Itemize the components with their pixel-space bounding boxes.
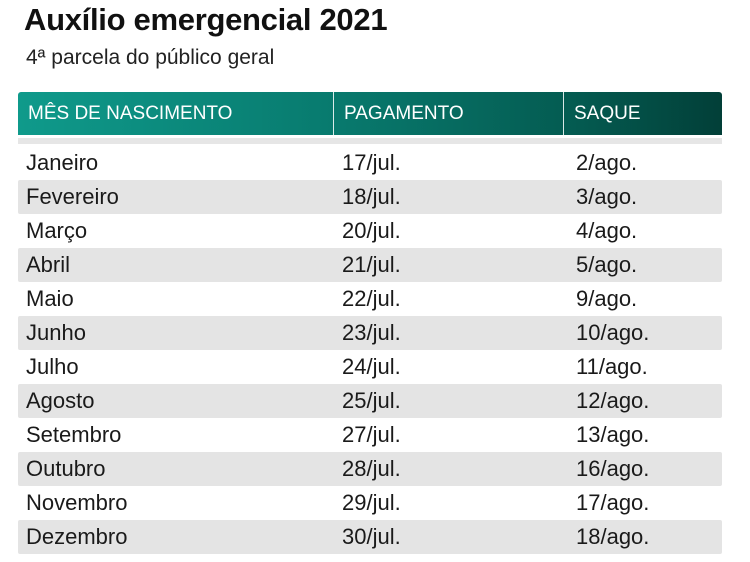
cell-withdrawal-date: 17/ago. [576,490,650,515]
table-row: Maio 22/jul. 9/ago. [18,282,722,316]
table-row: Agosto 25/jul. 12/ago. [18,384,722,418]
cell-birth-month: Junho [26,320,86,345]
table-row: Dezembro 30/jul. 18/ago. [18,520,722,554]
cell-withdrawal-date: 12/ago. [576,388,650,413]
table-row: Janeiro 17/jul. 2/ago. [18,146,722,180]
cell-birth-month: Julho [26,354,79,379]
table-row: Junho 23/jul. 10/ago. [18,316,722,350]
table-row: Abril 21/jul. 5/ago. [18,248,722,282]
table-row: Novembro 29/jul. 17/ago. [18,486,722,520]
cell-withdrawal-date: 18/ago. [576,524,650,549]
cell-birth-month: Janeiro [26,150,99,175]
table-row: Fevereiro 18/jul. 3/ago. [18,180,722,214]
cell-birth-month: Março [26,218,88,243]
cell-withdrawal-date: 13/ago. [576,422,650,447]
cell-birth-month: Outubro [26,456,106,481]
cell-birth-month: Novembro [26,490,128,515]
cell-payment-date: 17/jul. [342,150,401,175]
cell-withdrawal-date: 5/ago. [576,252,638,277]
cell-birth-month: Dezembro [26,524,128,549]
cell-payment-date: 28/jul. [342,456,401,481]
column-header-birth-month: MÊS DE NASCIMENTO [18,92,334,135]
cell-birth-month: Setembro [26,422,122,447]
cell-payment-date: 22/jul. [342,286,401,311]
table-header: MÊS DE NASCIMENTO PAGAMENTO SAQUE [18,92,722,135]
cell-birth-month: Abril [26,252,71,277]
cell-payment-date: 20/jul. [342,218,401,243]
page-subtitle: 4ª parcela do público geral [26,46,275,69]
cell-withdrawal-date: 9/ago. [576,286,638,311]
cell-birth-month: Maio [26,286,74,311]
cell-withdrawal-date: 3/ago. [576,184,638,209]
cell-payment-date: 24/jul. [342,354,401,379]
cell-payment-date: 27/jul. [342,422,401,447]
cell-payment-date: 23/jul. [342,320,401,345]
cell-withdrawal-date: 16/ago. [576,456,650,481]
cell-payment-date: 29/jul. [342,490,401,515]
table-row: Março 20/jul. 4/ago. [18,214,722,248]
cell-birth-month: Agosto [26,388,95,413]
cell-withdrawal-date: 11/ago. [576,354,648,379]
cell-payment-date: 25/jul. [342,388,401,413]
cell-withdrawal-date: 2/ago. [576,150,638,175]
page-title: Auxílio emergencial 2021 [24,2,388,37]
cell-withdrawal-date: 10/ago. [576,320,650,345]
cell-birth-month: Fevereiro [26,184,119,209]
table-row: Julho 24/jul. 11/ago. [18,350,722,384]
payment-schedule-table: MÊS DE NASCIMENTO PAGAMENTO SAQUE Janeir… [18,92,722,554]
header-divider [18,138,722,144]
cell-payment-date: 18/jul. [342,184,401,209]
table-body: Janeiro 17/jul. 2/ago. Fevereiro 18/jul. 3/ag… [18,146,722,554]
table-row: Outubro 28/jul. 16/ago. [18,452,722,486]
cell-payment-date: 21/jul. [342,252,401,277]
cell-payment-date: 30/jul. [342,524,401,549]
cell-withdrawal-date: 4/ago. [576,218,638,243]
column-header-payment: PAGAMENTO [334,92,564,135]
table-row: Setembro 27/jul. 13/ago. [18,418,722,452]
column-header-withdrawal: SAQUE [574,103,641,124]
